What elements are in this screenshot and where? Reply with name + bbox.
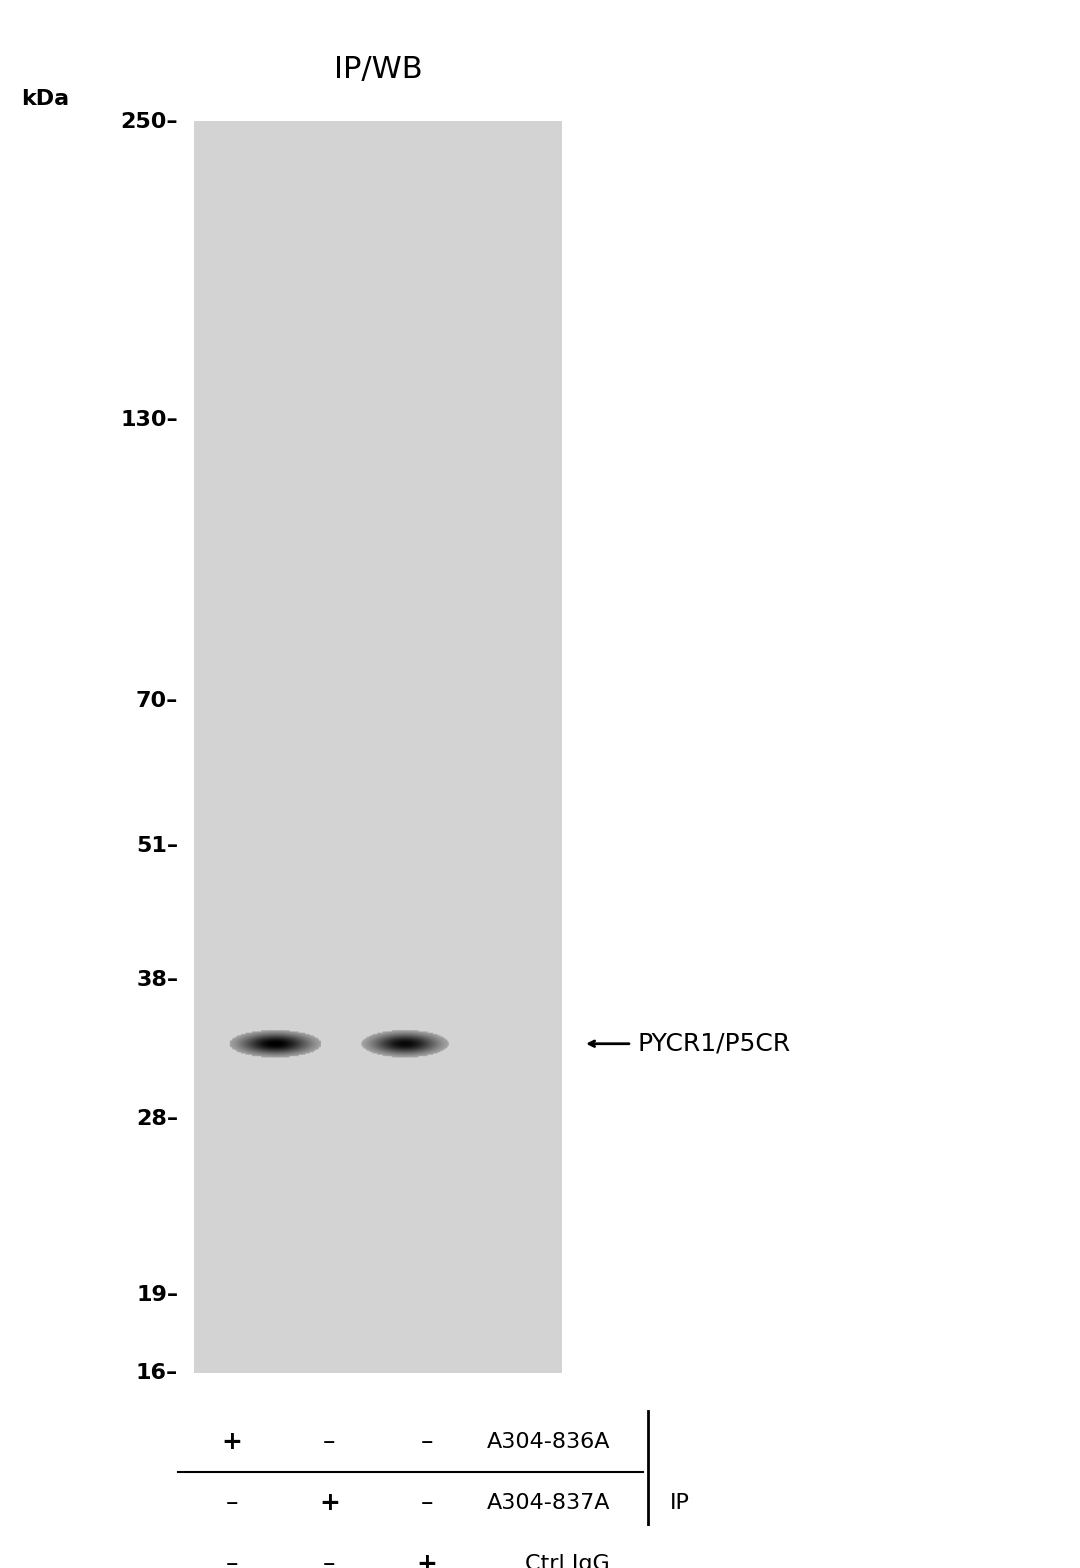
Text: –: –: [226, 1491, 239, 1515]
Text: 28–: 28–: [136, 1109, 178, 1129]
Text: –: –: [420, 1491, 433, 1515]
Text: +: +: [416, 1552, 437, 1568]
Text: 19–: 19–: [136, 1286, 178, 1305]
Text: –: –: [226, 1552, 239, 1568]
Text: A304-836A: A304-836A: [487, 1432, 610, 1452]
Text: +: +: [221, 1430, 243, 1454]
Bar: [194, 122, 562, 1374]
Text: IP: IP: [670, 1493, 689, 1513]
Text: kDa: kDa: [22, 89, 70, 110]
Text: –: –: [323, 1430, 336, 1454]
Text: +: +: [319, 1491, 340, 1515]
Text: PYCR1/P5CR: PYCR1/P5CR: [637, 1032, 791, 1055]
Text: –: –: [420, 1430, 433, 1454]
Text: 16–: 16–: [136, 1363, 178, 1383]
Text: A304-837A: A304-837A: [487, 1493, 610, 1513]
Text: 38–: 38–: [136, 969, 178, 989]
Text: 250–: 250–: [121, 111, 178, 132]
Text: IP/WB: IP/WB: [334, 55, 422, 85]
Text: 70–: 70–: [136, 691, 178, 712]
Text: 130–: 130–: [121, 409, 178, 430]
Text: 51–: 51–: [136, 836, 178, 856]
Text: –: –: [323, 1552, 336, 1568]
Text: Ctrl IgG: Ctrl IgG: [526, 1554, 610, 1568]
